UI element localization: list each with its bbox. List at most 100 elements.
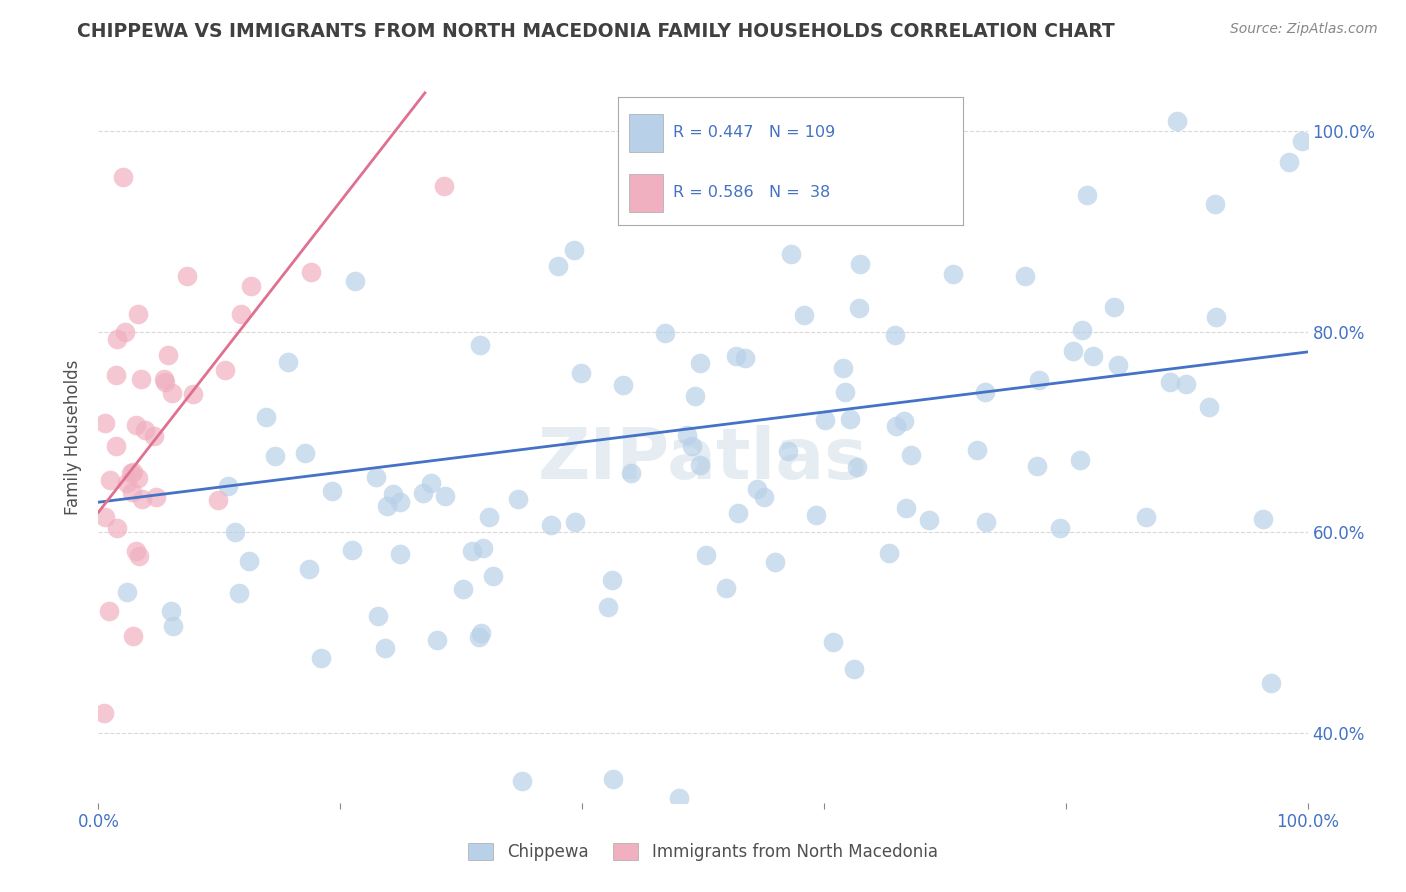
Point xyxy=(176,269,198,284)
Point xyxy=(264,449,287,463)
Point xyxy=(1166,114,1188,128)
Point xyxy=(367,608,389,623)
Point xyxy=(412,486,434,500)
Point xyxy=(97,604,120,618)
Point xyxy=(734,351,756,365)
Point xyxy=(238,554,260,568)
Point xyxy=(125,418,148,433)
Point xyxy=(839,411,862,425)
Point xyxy=(155,375,177,389)
Legend: Chippewa, Immigrants from North Macedonia: Chippewa, Immigrants from North Macedoni… xyxy=(461,836,945,868)
Point xyxy=(134,423,156,437)
Point xyxy=(547,259,569,273)
Point xyxy=(434,489,457,503)
Point xyxy=(214,363,236,377)
Point xyxy=(540,518,562,533)
Point xyxy=(879,546,901,560)
Point xyxy=(1204,197,1226,211)
Point xyxy=(342,543,364,558)
Point xyxy=(620,467,643,481)
Point xyxy=(1028,373,1050,387)
Point xyxy=(681,439,703,453)
Point xyxy=(564,243,586,257)
Point xyxy=(129,372,152,386)
Point xyxy=(675,428,697,442)
Point xyxy=(478,509,501,524)
Point xyxy=(942,267,965,281)
Point xyxy=(472,541,495,555)
Point xyxy=(128,549,150,563)
Point xyxy=(654,326,676,341)
Point xyxy=(685,389,707,403)
Point xyxy=(157,348,180,362)
Point xyxy=(1049,521,1071,535)
Point xyxy=(120,466,142,480)
Point xyxy=(145,490,167,504)
Point xyxy=(375,500,398,514)
Point xyxy=(849,257,872,271)
Point xyxy=(254,410,277,425)
Point xyxy=(1251,512,1274,526)
Point xyxy=(321,484,343,499)
Point xyxy=(508,492,530,507)
Point xyxy=(668,790,690,805)
Point xyxy=(160,386,183,401)
Text: Source: ZipAtlas.com: Source: ZipAtlas.com xyxy=(1230,22,1378,37)
Point xyxy=(228,586,250,600)
Point xyxy=(309,650,332,665)
Point xyxy=(152,372,174,386)
Point xyxy=(900,448,922,462)
Point xyxy=(780,247,803,261)
Point xyxy=(115,585,138,599)
Point xyxy=(468,630,491,644)
Point xyxy=(893,414,915,428)
Point xyxy=(299,265,322,279)
Point xyxy=(765,555,787,569)
Point xyxy=(115,475,138,490)
Point xyxy=(470,626,492,640)
Point xyxy=(1135,509,1157,524)
Point xyxy=(1159,375,1181,389)
Point xyxy=(834,384,856,399)
Point xyxy=(814,412,837,426)
Point xyxy=(716,581,738,595)
Point xyxy=(94,510,117,524)
Point xyxy=(1291,135,1313,149)
Point xyxy=(689,458,711,472)
Point xyxy=(793,308,815,322)
Point xyxy=(224,525,246,540)
Point xyxy=(277,355,299,369)
Point xyxy=(207,493,229,508)
Point xyxy=(512,773,534,788)
Point xyxy=(482,569,505,583)
Point xyxy=(105,521,128,535)
Point xyxy=(105,332,128,346)
Point xyxy=(745,482,768,496)
Point xyxy=(294,445,316,459)
Point xyxy=(298,562,321,576)
Point xyxy=(844,662,866,676)
Point xyxy=(381,486,404,500)
Point xyxy=(122,629,145,643)
Point xyxy=(94,416,117,430)
Point xyxy=(468,338,491,352)
Point xyxy=(104,439,127,453)
Point xyxy=(806,508,828,523)
Point xyxy=(918,513,941,527)
Point xyxy=(127,471,149,485)
Text: ZIPatlas: ZIPatlas xyxy=(538,425,868,493)
Point xyxy=(374,640,396,655)
Point xyxy=(460,543,482,558)
Point xyxy=(1014,269,1036,284)
Point xyxy=(612,378,634,392)
Point xyxy=(1083,349,1105,363)
Point xyxy=(727,506,749,520)
Point xyxy=(778,444,800,458)
Point xyxy=(121,485,143,500)
Point xyxy=(884,419,907,434)
Point xyxy=(966,442,988,457)
Point xyxy=(240,279,263,293)
Point xyxy=(848,301,870,315)
Point xyxy=(689,356,711,370)
Point xyxy=(1107,358,1129,372)
